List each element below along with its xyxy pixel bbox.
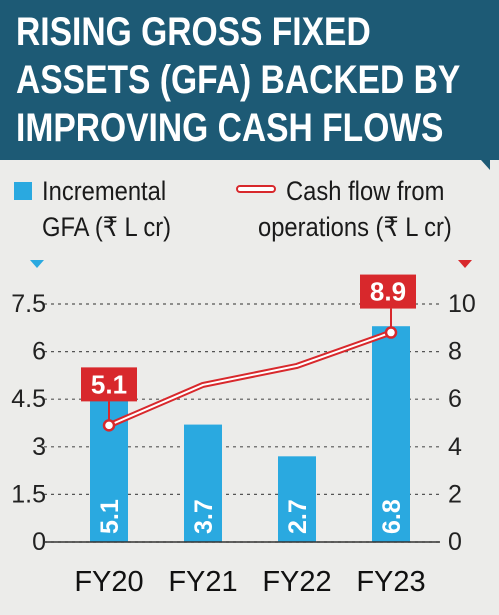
line-point <box>384 326 398 339</box>
banner-notch <box>472 150 490 170</box>
category-label: FY20 <box>74 566 143 598</box>
chart-title-line-2: ASSETS (GFA) BACKED BY <box>16 58 461 102</box>
category-label: FY21 <box>168 566 237 598</box>
left-tick-label: 4.5 <box>11 385 46 413</box>
bar-value-label: 6.8 <box>378 499 406 534</box>
combo-chart: 0 1.5 3 4.5 6 7.5 0 2 4 6 8 10 5.1 3.7 2.7 6.8 FY20 FY21 F… <box>11 260 476 598</box>
value-callout-label: 5.1 <box>91 369 127 399</box>
legend-line-label-line-2: operations (₹ L cr) <box>258 212 452 242</box>
legend-line-label-line-1: Cash flow from <box>286 176 445 206</box>
category-label: FY22 <box>262 566 331 598</box>
left-axis-marker-icon <box>30 260 44 268</box>
chart-title-line-1: RISING GROSS FIXED <box>16 10 371 54</box>
chart-title-line-3: IMPROVING CASH FLOWS <box>16 106 444 150</box>
right-axis-marker-icon <box>458 260 472 268</box>
line-point <box>102 419 116 432</box>
bar-value-label: 5.1 <box>96 499 124 534</box>
left-tick-label: 3 <box>32 433 46 461</box>
right-tick-label: 0 <box>448 528 462 556</box>
cash-flow-line-inner <box>108 331 392 427</box>
legend-bar-label-line-2: GFA (₹ L cr) <box>42 212 172 242</box>
category-label: FY23 <box>356 566 425 598</box>
left-tick-label: 7.5 <box>11 290 46 318</box>
bar <box>184 424 222 542</box>
title-banner: RISING GROSS FIXED ASSETS (GFA) BACKED B… <box>0 0 499 160</box>
cash-flow-line <box>107 329 393 429</box>
bar <box>372 326 410 542</box>
legend-line-swatch <box>236 185 276 193</box>
right-tick-label: 6 <box>448 385 462 413</box>
left-tick-label: 6 <box>32 338 46 366</box>
legend-bar-label-line-1: Incremental <box>42 176 167 206</box>
right-tick-label: 4 <box>448 433 462 461</box>
right-tick-label: 10 <box>448 290 476 318</box>
bar-value-label: 2.7 <box>284 499 312 534</box>
bar <box>278 456 316 542</box>
right-tick-label: 2 <box>448 480 462 508</box>
legend-bar-swatch <box>14 182 32 200</box>
left-tick-label: 1.5 <box>11 480 46 508</box>
value-callout-box <box>360 274 416 309</box>
left-tick-label: 0 <box>32 528 46 556</box>
bar-value-label: 3.7 <box>190 499 218 534</box>
right-tick-label: 8 <box>448 338 462 366</box>
value-callout-label: 8.9 <box>370 277 406 307</box>
value-callout-box <box>81 367 137 402</box>
